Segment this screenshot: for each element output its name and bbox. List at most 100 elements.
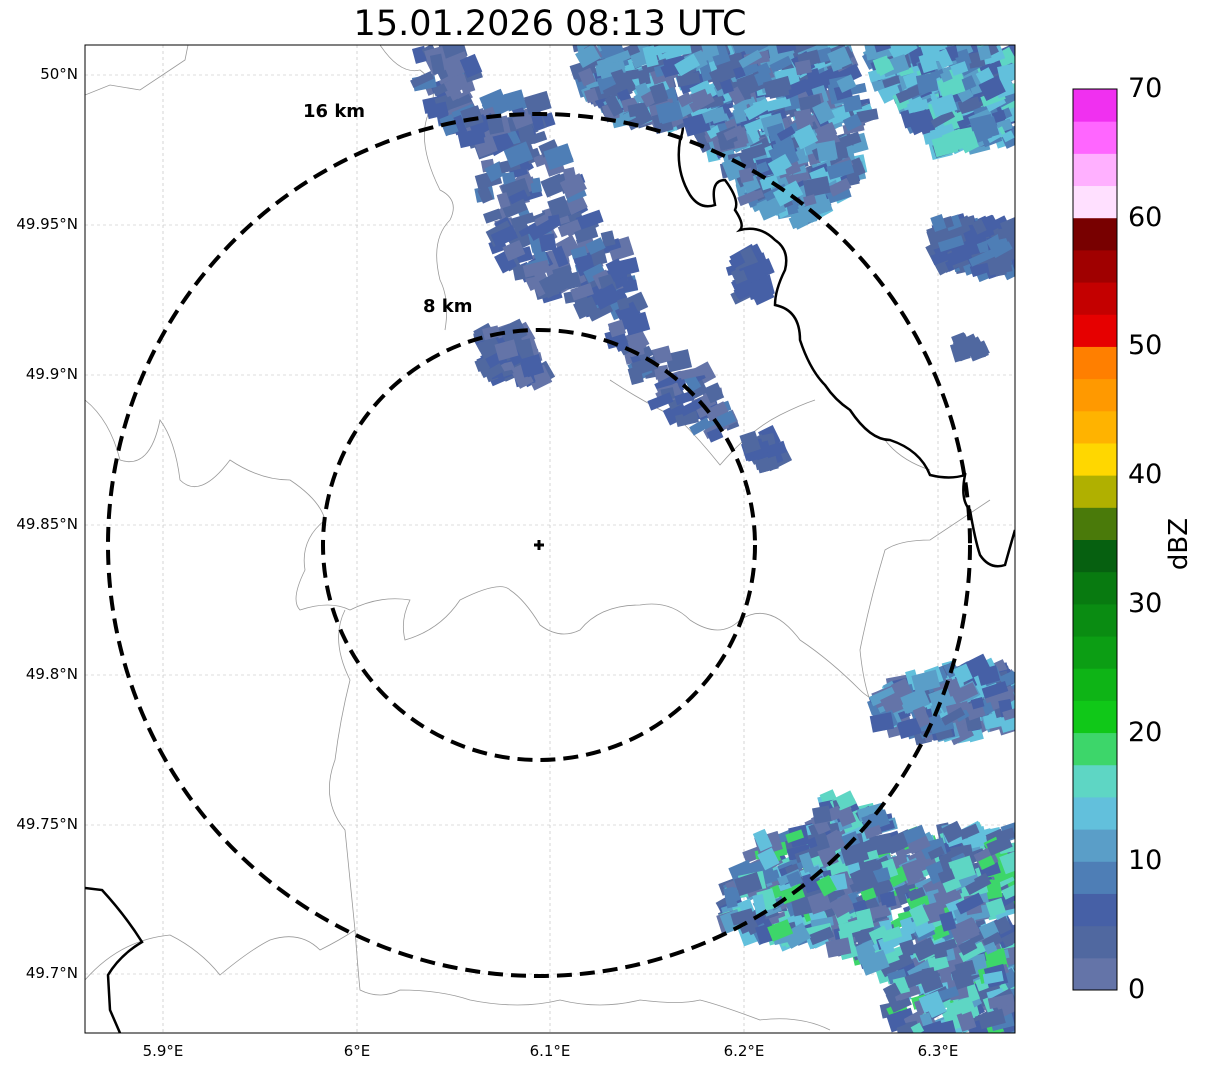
echo-cell: [869, 712, 895, 733]
echo-cell: [636, 345, 654, 362]
echo-cell: [637, 68, 651, 86]
lon-tick-label: 6.3°E: [917, 1042, 959, 1060]
echo-cell: [986, 253, 1013, 276]
echo-cell: [756, 456, 779, 474]
lat-tick-label: 49.95°N: [16, 215, 78, 233]
lat-tick-label: 49.85°N: [16, 515, 78, 533]
range-ring-8km: [321, 328, 757, 762]
echo-cell: [520, 358, 541, 378]
echo-cell: [859, 949, 890, 976]
echo-cell: [601, 238, 622, 253]
echo-cell: [814, 832, 830, 851]
echo-cell: [607, 319, 627, 338]
echo-cell: [794, 59, 813, 76]
echo-cell: [897, 985, 921, 1001]
echo-cell: [956, 1010, 977, 1032]
echo-cell: [915, 72, 939, 94]
echo-cell: [824, 829, 846, 853]
echo-cell: [767, 153, 792, 176]
echo-cell: [600, 230, 616, 248]
echo-cell: [486, 116, 505, 135]
echo-cell: [441, 51, 472, 79]
echo-cell: [523, 267, 550, 291]
echo-cell: [425, 101, 449, 120]
echo-cell: [958, 938, 978, 956]
echo-cell: [939, 911, 957, 932]
colorbar-bin: [1073, 346, 1117, 380]
echo-cell: [908, 904, 930, 927]
echo-cell: [682, 112, 711, 137]
echo-cell: [739, 430, 761, 455]
echo-cell: [557, 219, 582, 238]
echo-cell: [718, 136, 735, 151]
echo-cell: [772, 180, 804, 207]
echo-cell: [767, 80, 790, 99]
echo-cell: [977, 1008, 1006, 1030]
colorbar-bin: [1073, 603, 1117, 637]
echo-cell: [502, 240, 526, 262]
echo-cell: [978, 855, 996, 870]
echo-cell: [503, 89, 527, 112]
range-rings: [106, 112, 972, 978]
echo-cell: [904, 967, 933, 989]
echo-cell: [767, 919, 794, 942]
echo-cell: [765, 96, 792, 112]
echo-cell: [927, 846, 945, 861]
echo-cell: [948, 855, 976, 882]
echo-cell: [769, 55, 793, 74]
lon-tick-label: 5.9°E: [142, 1042, 184, 1060]
echo-cell: [803, 194, 817, 207]
echo-cell: [703, 382, 725, 404]
echo-cell: [734, 871, 763, 897]
colorbar-bin: [1073, 732, 1117, 766]
echo-cell: [616, 297, 630, 311]
echo-cell: [583, 263, 607, 284]
echo-cell: [838, 919, 861, 937]
echo-cell: [575, 45, 601, 68]
echo-cell: [979, 116, 1000, 139]
colorbar-bin: [1073, 539, 1117, 573]
echo-cell: [649, 82, 669, 103]
echo-cell: [700, 45, 720, 59]
echo-cell: [981, 681, 1009, 699]
echo-cell: [483, 208, 503, 224]
echo-cell: [653, 364, 670, 380]
echo-cell: [460, 105, 484, 129]
colorbar-bin: [1073, 475, 1117, 508]
echo-cell: [476, 335, 502, 360]
echo-cell: [887, 45, 918, 61]
echo-cell: [907, 886, 926, 902]
colorbar-bin: [1073, 185, 1117, 219]
colorbar-bin: [1073, 314, 1117, 347]
echo-cell: [969, 345, 989, 362]
echo-cell: [808, 926, 835, 946]
echo-cell: [797, 203, 821, 225]
echo-cell: [677, 92, 694, 108]
echo-cell: [825, 104, 852, 127]
echo-cell: [538, 139, 560, 158]
echo-cell: [652, 45, 677, 56]
echo-cell: [896, 717, 922, 740]
echo-cell: [715, 64, 736, 83]
echo-cell: [879, 891, 897, 909]
echo-cell: [999, 848, 1015, 875]
echo-cell: [826, 159, 855, 180]
echo-cell: [724, 887, 742, 905]
echo-cell: [869, 686, 897, 707]
echo-cell: [950, 61, 969, 76]
colorbar-bin: [1073, 153, 1117, 187]
colorbar-tick-label: 30: [1128, 587, 1163, 619]
echo-cell: [939, 696, 958, 713]
echo-cell: [816, 140, 838, 162]
echo-cell: [889, 1010, 906, 1029]
echo-cell: [757, 847, 780, 871]
colorbar-tick-label: 40: [1128, 459, 1163, 491]
echo-cell: [585, 237, 606, 255]
echo-cell: [538, 233, 557, 252]
echo-cell: [982, 970, 1004, 985]
echo-cell: [882, 75, 901, 89]
echo-cell: [860, 887, 877, 902]
echo-cell: [743, 98, 771, 121]
echo-cell: [776, 125, 796, 142]
echo-cell: [932, 944, 948, 959]
